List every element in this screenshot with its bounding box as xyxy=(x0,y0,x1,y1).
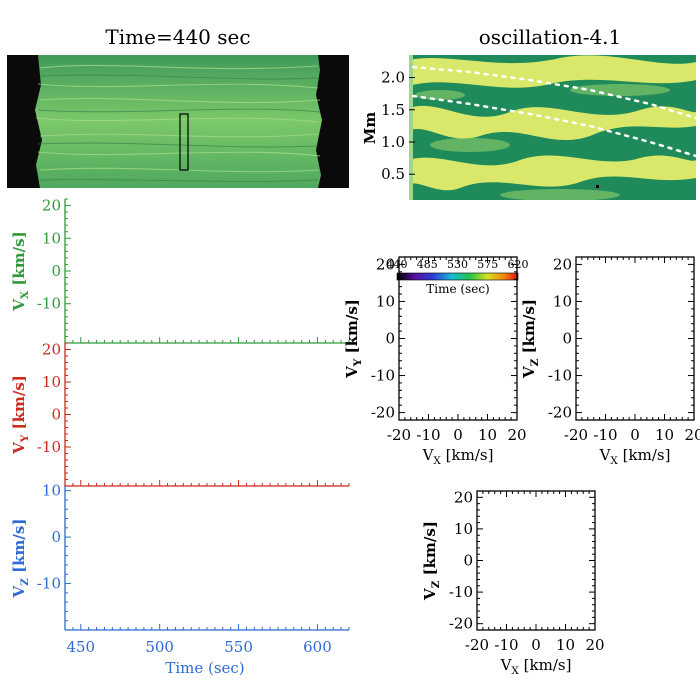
y-tick-label: 2.0 xyxy=(381,69,405,87)
x-tick-label: 10 xyxy=(556,636,575,654)
x-tick-label: 0 xyxy=(630,426,640,444)
colorbar-tick-label: 620 xyxy=(508,258,529,271)
y-tick-label: -20 xyxy=(449,615,473,633)
y-tick-label: 0 xyxy=(51,262,61,280)
y-tick-label: 10 xyxy=(553,292,572,310)
colorbar-tick-label: 440 xyxy=(387,258,408,271)
x-tick-label: 20 xyxy=(585,636,604,654)
x-tick-label: -20 xyxy=(465,636,489,654)
plot-frame xyxy=(575,256,695,421)
vy-vs-vx-scatter: -20 -10 0 10 20 -20 -10 0 10 20 VX [km/s] VY [km/s] xyxy=(343,255,527,467)
vy-time-series: -10 0 10 20 VY [km/s] xyxy=(10,341,350,487)
y-tick-label: 0 xyxy=(385,330,395,348)
y-tick-label: 20 xyxy=(376,255,395,273)
x-axis-label: VX [km/s] xyxy=(599,446,671,467)
y-tick-label: 10 xyxy=(376,292,395,310)
y-tick-label: 0 xyxy=(463,552,473,570)
x-axis-label: Time (sec) xyxy=(165,659,244,677)
y-tick-label: 10 xyxy=(42,482,61,500)
plot-frame xyxy=(476,490,596,631)
y-tick-label: -10 xyxy=(548,367,572,385)
y-tick-label: 10 xyxy=(454,520,473,538)
y-axis-label: VZ [km/s] xyxy=(421,521,442,601)
colorbar-tick-label: 485 xyxy=(417,258,438,271)
y-tick-label: 1.0 xyxy=(381,133,405,151)
slit-yaxis: 0.5 1.0 1.5 2.0 xyxy=(381,69,415,183)
y-tick-label: -10 xyxy=(371,367,395,385)
x-tick-label: 10 xyxy=(478,426,497,444)
y-axis-label: VY [km/s] xyxy=(10,375,31,455)
x-axis-label: VX [km/s] xyxy=(500,656,572,677)
x-tick-label: -10 xyxy=(593,426,617,444)
slit-box xyxy=(179,113,189,171)
time-distance-map-icon xyxy=(409,55,696,200)
y-tick-label: -20 xyxy=(548,404,572,422)
y-tick-label: 10 xyxy=(42,373,61,391)
y-tick-label: 10 xyxy=(42,229,61,247)
x-tick-label: -10 xyxy=(416,426,440,444)
y-tick-label: -10 xyxy=(37,575,61,593)
trace-upper xyxy=(411,65,698,120)
y-tick-label: -10 xyxy=(37,295,61,313)
y-tick-label: 20 xyxy=(454,488,473,506)
x-tick-label: 0 xyxy=(531,636,541,654)
y-tick-label: 0.5 xyxy=(381,165,405,183)
trace-lower xyxy=(411,94,698,158)
y-tick-label: 1.5 xyxy=(381,101,405,119)
x-tick-label: 550 xyxy=(224,638,253,656)
y-tick-label: 20 xyxy=(42,341,61,359)
colorbar-tick-label: 575 xyxy=(477,258,498,271)
vx-time-series: -10 0 10 20 VX [km/s] xyxy=(10,197,350,344)
x-tick-label: 20 xyxy=(684,426,700,444)
y-axis-label: VX [km/s] xyxy=(10,231,31,311)
x-tick-label: 20 xyxy=(507,426,526,444)
x-tick-label: -20 xyxy=(564,426,588,444)
y-tick-label: 0 xyxy=(562,330,572,348)
y-axis-label: VZ [km/s] xyxy=(10,519,31,599)
y-tick-label: 0 xyxy=(51,528,61,546)
y-tick-label: 20 xyxy=(553,255,572,273)
vz-vs-vx-scatter-right: -20 -10 0 10 20 -20 -10 0 10 20 VX [km/s] VZ [km/s] xyxy=(520,255,700,467)
x-tick-label: 0 xyxy=(453,426,463,444)
image-title: Time=440 sec xyxy=(105,25,250,49)
y-tick-label: -20 xyxy=(371,404,395,422)
colorbar-gradient xyxy=(396,272,519,281)
y-axis-label: VY [km/s] xyxy=(343,299,364,379)
colorbar-tick-label: 530 xyxy=(447,258,468,271)
colorbar-title: Time (sec) xyxy=(426,282,489,296)
slit-map-panel: oscillation-4.1 Mm 0.5 1.0 1.5 2.0 xyxy=(361,25,698,200)
y-axis-label: VZ [km/s] xyxy=(520,299,541,379)
y-tick-label: -10 xyxy=(37,438,61,456)
slit-ylabel: Mm xyxy=(361,112,379,145)
x-tick-label: -20 xyxy=(387,426,411,444)
solar-intensity-image-icon xyxy=(7,55,349,188)
x-tick-label: 10 xyxy=(655,426,674,444)
y-tick-label: 0 xyxy=(51,406,61,424)
x-tick-label: 450 xyxy=(66,638,95,656)
x-tick-label: -10 xyxy=(494,636,518,654)
x-axis-label: VX [km/s] xyxy=(422,446,494,467)
intensity-image-panel: Time=440 sec xyxy=(7,25,349,188)
x-tick-label: 500 xyxy=(145,638,174,656)
x-tick-label: 600 xyxy=(303,638,332,656)
vz-time-series: -10 0 10 VZ [km/s] 450 500 550 600 Time (sec) xyxy=(10,482,350,677)
y-tick-label: -10 xyxy=(449,583,473,601)
vz-vs-vx-scatter-bottom: -20 -10 0 10 20 -20 -10 0 10 20 VX [km/s] VZ [km/s] xyxy=(421,488,605,677)
time-colorbar: 440 485 530 575 620 Time (sec) xyxy=(387,258,529,296)
slit-title: oscillation-4.1 xyxy=(479,25,622,49)
y-tick-label: 20 xyxy=(42,197,61,215)
